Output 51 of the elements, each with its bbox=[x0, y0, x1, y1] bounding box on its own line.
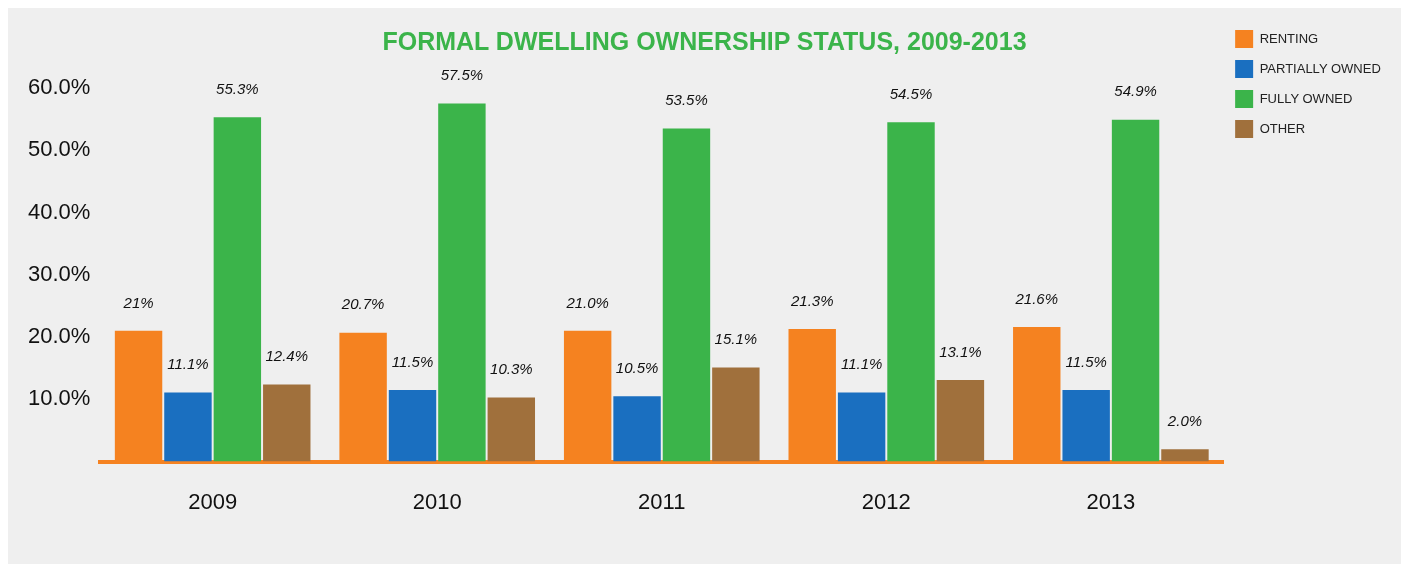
y-tick-label: 60.0% bbox=[27, 74, 91, 100]
y-tick-label: 30.0% bbox=[27, 260, 91, 286]
y-tick-label: 10.0% bbox=[27, 385, 91, 411]
data-label: 21.3% bbox=[789, 291, 834, 309]
legend-label: RENTING bbox=[1259, 30, 1319, 46]
bar bbox=[662, 128, 711, 462]
data-label: 57.5% bbox=[440, 66, 484, 84]
y-tick-label: 40.0% bbox=[27, 198, 91, 224]
data-label: 12.4% bbox=[265, 347, 309, 365]
data-label: 21.6% bbox=[1014, 289, 1059, 307]
bar bbox=[164, 392, 212, 462]
bar bbox=[936, 380, 985, 462]
x-tick-label: 2012 bbox=[861, 488, 911, 514]
x-tick-label: 2013 bbox=[1086, 488, 1136, 514]
bar bbox=[837, 392, 886, 462]
bar bbox=[438, 103, 486, 462]
data-label: 11.5% bbox=[1065, 352, 1107, 370]
data-label: 13.1% bbox=[939, 342, 982, 360]
data-label: 10.3% bbox=[490, 360, 533, 378]
data-label: 10.5% bbox=[615, 358, 659, 376]
data-label: 21% bbox=[122, 293, 154, 311]
data-label: 53.5% bbox=[665, 91, 708, 109]
bar bbox=[388, 389, 437, 462]
bar bbox=[712, 367, 760, 462]
bar bbox=[1161, 449, 1209, 462]
data-label: 11.5% bbox=[391, 352, 434, 370]
y-tick-label: 50.0% bbox=[27, 136, 91, 162]
x-tick-label: 2011 bbox=[638, 488, 686, 514]
legend-label: PARTIALLY OWNED bbox=[1259, 60, 1381, 76]
y-tick-label: 20.0% bbox=[27, 323, 91, 349]
data-label: 11.1% bbox=[840, 355, 883, 373]
bar bbox=[887, 122, 935, 462]
data-label: 15.1% bbox=[714, 330, 758, 348]
bar bbox=[213, 117, 262, 462]
data-label: 11.1% bbox=[167, 355, 209, 373]
data-label: 54.5% bbox=[889, 84, 933, 102]
legend-label: OTHER bbox=[1259, 120, 1306, 136]
x-tick-label: 2009 bbox=[188, 488, 238, 514]
chart-title: FORMAL DWELLING OWNERSHIP STATUS, 2009-2013 bbox=[382, 26, 1027, 55]
bar bbox=[263, 384, 311, 462]
legend-label: FULLY OWNED bbox=[1259, 90, 1353, 106]
data-label: 20.7% bbox=[340, 295, 385, 313]
bar bbox=[1111, 119, 1160, 462]
data-label: 21.0% bbox=[565, 293, 609, 311]
bar bbox=[487, 397, 536, 462]
bar bbox=[613, 396, 661, 462]
data-label: 54.9% bbox=[1114, 82, 1157, 100]
data-label: 2.0% bbox=[1166, 411, 1203, 429]
data-label: 55.3% bbox=[216, 79, 259, 97]
x-tick-label: 2010 bbox=[412, 488, 462, 514]
bar bbox=[1062, 389, 1110, 462]
